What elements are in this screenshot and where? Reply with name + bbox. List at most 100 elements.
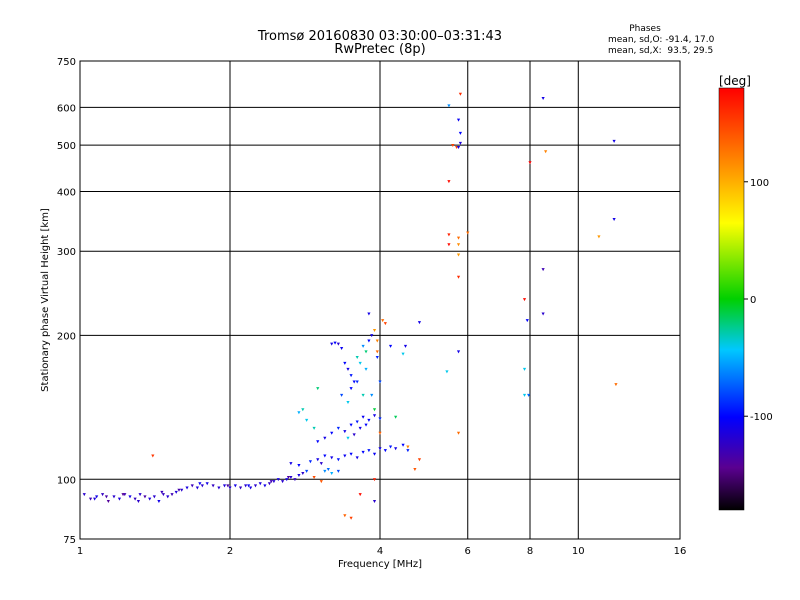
data-point: [447, 233, 451, 237]
data-point: [297, 411, 301, 415]
x-tick-label: 16: [674, 546, 687, 557]
data-point: [297, 464, 301, 468]
data-point: [522, 393, 527, 397]
data-point: [170, 493, 174, 497]
data-point: [319, 480, 323, 484]
data-point: [364, 350, 368, 354]
data-point: [330, 456, 334, 460]
y-tick-label: 400: [57, 187, 76, 198]
x-tick-label: 1: [77, 546, 83, 557]
data-point: [323, 454, 327, 458]
data-point: [372, 408, 377, 412]
x-tick-label: 2: [227, 546, 233, 557]
data-point: [88, 497, 93, 501]
data-point: [375, 339, 379, 343]
data-point: [285, 478, 289, 482]
data-point: [166, 495, 170, 499]
y-tick-label: 100: [57, 475, 76, 486]
data-point: [466, 231, 470, 235]
data-point: [200, 484, 204, 488]
data-point: [244, 484, 248, 488]
data-point: [160, 490, 164, 494]
stats-x-line: mean, sd,X: 93.5, 29.5: [608, 46, 713, 56]
data-point: [316, 387, 320, 391]
data-point: [456, 236, 461, 240]
data-point: [226, 484, 230, 488]
data-point: [378, 417, 382, 421]
data-point: [364, 423, 368, 427]
y-tick-label: 200: [57, 331, 76, 342]
colorbar: [718, 87, 745, 511]
data-point: [301, 471, 305, 475]
data-point: [323, 436, 327, 440]
plot-frame: [79, 60, 681, 540]
data-point: [364, 367, 368, 371]
data-point: [406, 445, 410, 449]
data-point: [451, 143, 455, 147]
data-point: [247, 484, 251, 488]
data-point: [330, 342, 334, 346]
data-point: [447, 104, 451, 108]
data-point: [541, 312, 545, 316]
data-point: [527, 393, 531, 397]
y-tick-label: 300: [57, 247, 76, 258]
data-point: [269, 480, 273, 484]
data-point: [375, 350, 379, 354]
data-point: [370, 334, 374, 338]
data-point: [93, 497, 97, 501]
data-point: [106, 499, 110, 503]
data-point: [525, 319, 529, 323]
data-point: [361, 450, 365, 454]
data-point: [346, 367, 350, 371]
data-point: [148, 497, 152, 501]
data-point: [370, 393, 374, 397]
data-point: [198, 482, 202, 486]
data-point: [316, 458, 320, 462]
data-point: [372, 499, 377, 503]
data-point: [383, 449, 387, 453]
colorbar-ticks: 100 0 -100: [744, 178, 773, 423]
data-point: [352, 380, 356, 384]
data-point: [361, 393, 365, 397]
data-point: [272, 480, 276, 484]
colorbar-tick-label: 100: [750, 178, 769, 189]
data-point: [336, 458, 340, 462]
data-point: [447, 243, 451, 247]
data-point: [152, 495, 156, 499]
data-point: [253, 484, 258, 488]
data-point: [222, 484, 227, 488]
data-point: [447, 180, 451, 184]
data-point: [121, 493, 125, 497]
data-point: [458, 131, 463, 135]
data-point: [358, 361, 362, 365]
data-point: [323, 469, 327, 473]
grid-lines: [80, 61, 680, 539]
data-point: [406, 449, 410, 453]
y-axis-label: Stationary phase Virtual Height [km]: [40, 208, 51, 392]
data-point: [100, 493, 105, 497]
data-point: [161, 493, 165, 497]
data-point: [372, 329, 377, 333]
data-points: [82, 92, 618, 520]
data-point: [355, 456, 359, 460]
data-point: [228, 486, 232, 490]
data-point: [205, 482, 209, 486]
x-tick-label: 10: [572, 546, 585, 557]
data-point: [522, 298, 527, 302]
data-point: [117, 497, 122, 501]
data-point: [367, 418, 371, 422]
data-point: [388, 344, 393, 348]
data-point: [352, 433, 356, 437]
x-tick-label: 6: [465, 546, 471, 557]
data-point: [612, 218, 616, 222]
y-tick-labels: 75 100 200 300 400 500 600 750: [57, 57, 76, 546]
data-point: [138, 493, 142, 497]
data-point: [445, 370, 449, 374]
data-point: [330, 431, 334, 435]
chart-subtitle: RwPretec (8p): [334, 42, 425, 57]
data-point: [614, 383, 618, 387]
data-point: [541, 96, 545, 100]
data-point: [456, 243, 461, 247]
data-point: [355, 380, 359, 384]
data-point: [174, 490, 178, 494]
